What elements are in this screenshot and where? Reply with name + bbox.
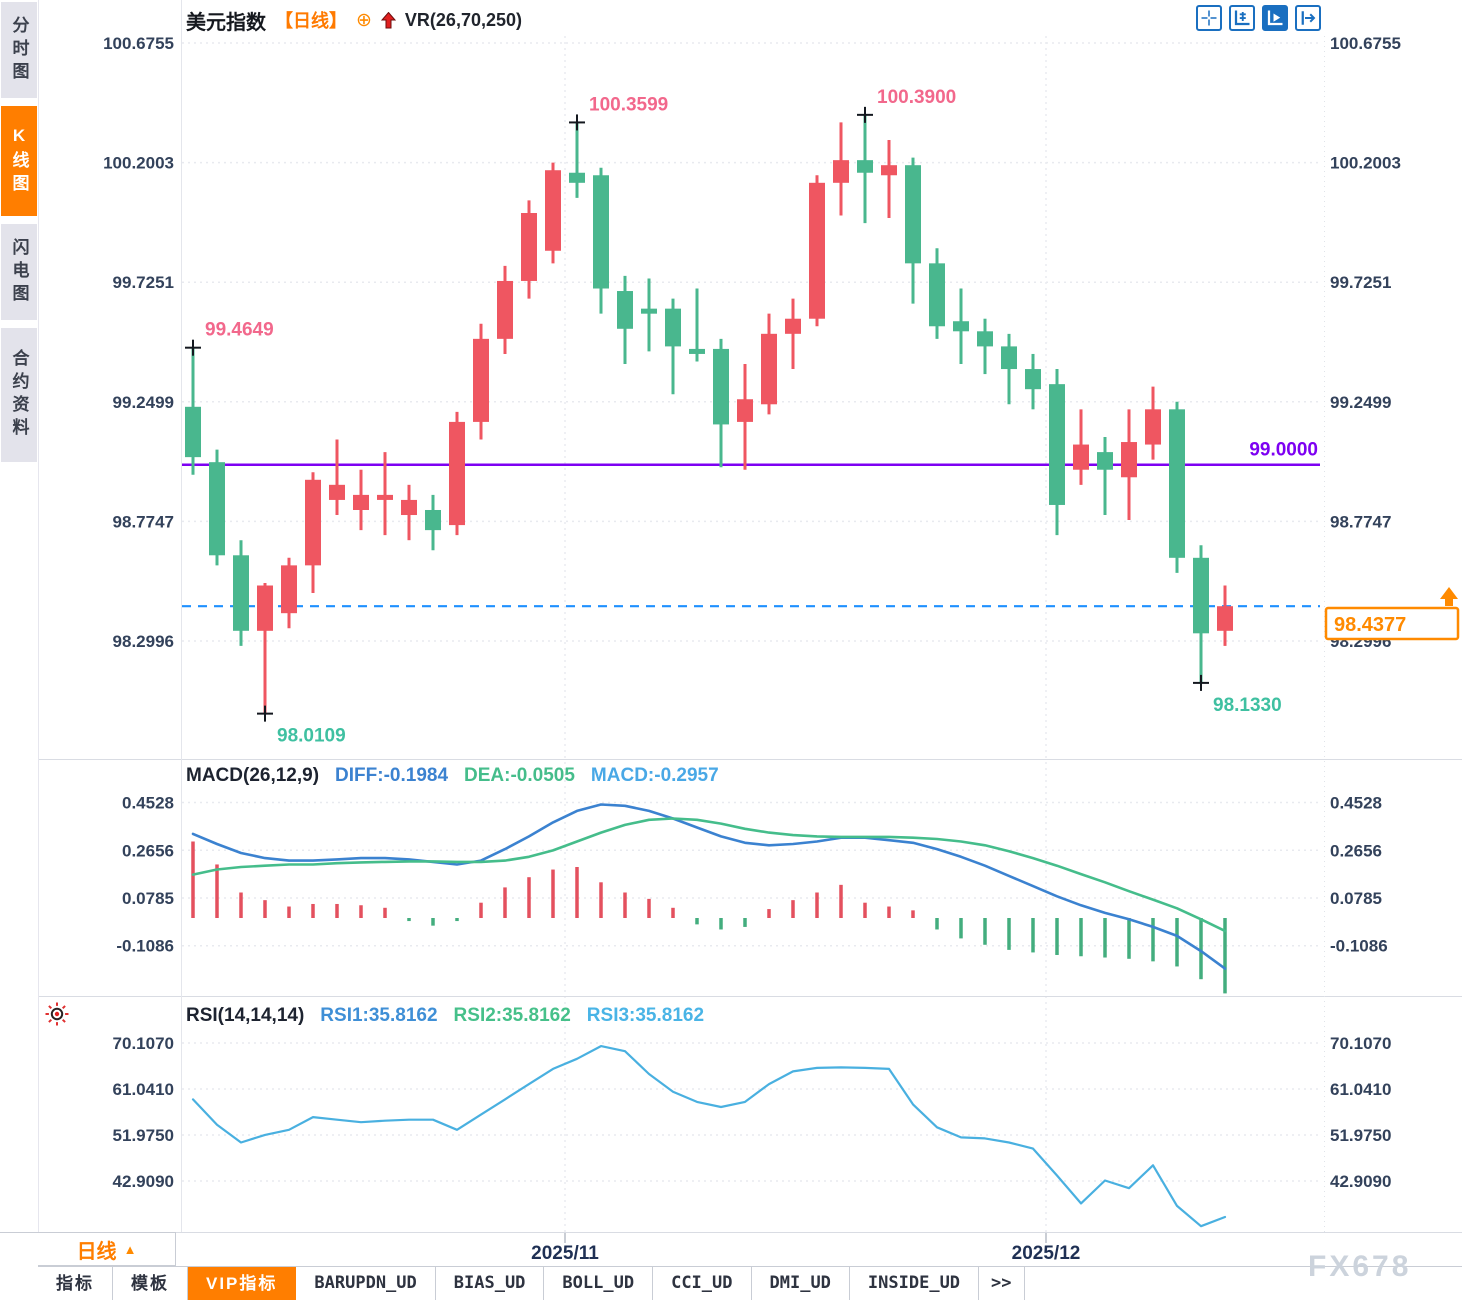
sidebar-item-candle-chart[interactable]: K线图 bbox=[1, 106, 37, 216]
svg-text:0.2656: 0.2656 bbox=[1330, 841, 1382, 860]
rsi-layer bbox=[191, 1044, 1227, 1228]
rsi3-value: RSI3:35.8162 bbox=[586, 1005, 705, 1026]
svg-text:2025/11: 2025/11 bbox=[531, 1243, 599, 1264]
rsi2-value: RSI2:35.8162 bbox=[453, 1005, 571, 1026]
auto-scroll-icon[interactable] bbox=[1262, 5, 1288, 31]
macd-legend: MACD(26,12,9) DIFF:-0.1984 DEA:-0.0505 M… bbox=[186, 765, 719, 787]
svg-text:0.2656: 0.2656 bbox=[122, 841, 174, 860]
rsi-legend: RSI(14,14,14) RSI1:35.8162 RSI2:35.8162 … bbox=[186, 1005, 704, 1027]
chart-type-sidebar: 分时图 K线图 闪电图 合约资料 bbox=[0, 0, 39, 1300]
indicator-tab-bar: 指标 模板 VIP指标 BARUPDN_UD BIAS_UD BOLL_UD C… bbox=[38, 1266, 1462, 1300]
symbol-title: 美元指数 bbox=[186, 11, 266, 34]
svg-text:98.7747: 98.7747 bbox=[113, 512, 174, 531]
svg-text:70.1070: 70.1070 bbox=[113, 1034, 174, 1053]
signal-up-arrow-icon bbox=[380, 11, 396, 28]
x-axis-layer: 2025/11 2025/12 bbox=[531, 1233, 1080, 1264]
reference-line-layer: 99.0000 bbox=[182, 440, 1320, 608]
period-selector-label: 日线 bbox=[76, 1240, 117, 1263]
macd-layer bbox=[191, 803, 1227, 994]
macd-dea-value: DEA:-0.0505 bbox=[464, 765, 575, 786]
tab-dmi-ud[interactable]: DMI_UD bbox=[752, 1267, 850, 1300]
tab-more[interactable]: >> bbox=[979, 1267, 1025, 1300]
svg-text:99.2499: 99.2499 bbox=[1330, 393, 1391, 412]
tab-barupdn-ud[interactable]: BARUPDN_UD bbox=[296, 1267, 436, 1300]
svg-text:99.7251: 99.7251 bbox=[1330, 273, 1391, 292]
svg-text:100.6755: 100.6755 bbox=[103, 34, 174, 53]
svg-text:100.6755: 100.6755 bbox=[1330, 34, 1401, 53]
rsi-params-label: RSI(14,14,14) bbox=[186, 1005, 305, 1026]
svg-text:100.3599: 100.3599 bbox=[589, 94, 668, 115]
rsi1-value: RSI1:35.8162 bbox=[320, 1005, 438, 1026]
svg-text:98.0109: 98.0109 bbox=[277, 726, 346, 747]
chart-title-bar: 美元指数 【日线】 ⊕ VR(26,70,250) bbox=[186, 5, 536, 35]
tab-vip-indicators[interactable]: VIP指标 bbox=[188, 1267, 297, 1300]
sidebar-item-flash-chart[interactable]: 闪电图 bbox=[1, 224, 37, 320]
svg-text:100.3900: 100.3900 bbox=[877, 87, 956, 108]
svg-text:70.1070: 70.1070 bbox=[1330, 1034, 1391, 1053]
macd-macd-value: MACD:-0.2957 bbox=[590, 765, 719, 786]
svg-text:98.7747: 98.7747 bbox=[1330, 512, 1391, 531]
svg-text:0.4528: 0.4528 bbox=[122, 794, 174, 813]
sidebar-item-contract-info[interactable]: 合约资料 bbox=[1, 328, 37, 462]
svg-text:99.2499: 99.2499 bbox=[113, 393, 174, 412]
macd-params-label: MACD(26,12,9) bbox=[186, 765, 320, 786]
shift-right-icon[interactable] bbox=[1295, 5, 1321, 31]
scale-axis-icon[interactable] bbox=[1229, 5, 1255, 31]
chart-toolbar bbox=[1196, 5, 1321, 31]
annotation-layer: 99.4649 98.0109 100.3599 100.3900 98.1330 98.… bbox=[185, 87, 1460, 747]
svg-text:42.9090: 42.9090 bbox=[1330, 1172, 1391, 1191]
tab-bias-ud[interactable]: BIAS_UD bbox=[436, 1267, 545, 1300]
indicator-settings-sun-icon[interactable] bbox=[44, 1001, 70, 1032]
svg-text:98.4377: 98.4377 bbox=[1334, 614, 1406, 636]
svg-text:0.4528: 0.4528 bbox=[1330, 794, 1382, 813]
period-badge: 【日线】 bbox=[275, 11, 347, 31]
svg-text:99.7251: 99.7251 bbox=[113, 273, 174, 292]
svg-text:-0.1086: -0.1086 bbox=[116, 937, 174, 956]
period-selector-arrow-icon: ▲ bbox=[123, 1241, 137, 1257]
svg-text:42.9090: 42.9090 bbox=[113, 1172, 174, 1191]
period-selector[interactable]: 日线 ▲ bbox=[38, 1232, 176, 1266]
svg-text:98.1330: 98.1330 bbox=[1213, 695, 1282, 716]
svg-text:98.2996: 98.2996 bbox=[113, 632, 174, 651]
fx678-watermark: FX678 bbox=[1308, 1250, 1412, 1283]
sidebar-item-time-chart[interactable]: 分时图 bbox=[1, 2, 37, 98]
tab-indicators[interactable]: 指标 bbox=[38, 1267, 113, 1300]
macd-diff-value: DIFF:-0.1984 bbox=[335, 765, 449, 786]
svg-text:0.0785: 0.0785 bbox=[1330, 889, 1382, 908]
svg-text:100.2003: 100.2003 bbox=[103, 154, 174, 173]
candlestick-layer bbox=[185, 114, 1233, 714]
add-indicator-icon[interactable]: ⊕ bbox=[356, 9, 372, 31]
svg-text:100.2003: 100.2003 bbox=[1330, 154, 1401, 173]
svg-text:0.0785: 0.0785 bbox=[122, 889, 174, 908]
svg-text:99.4649: 99.4649 bbox=[205, 320, 274, 341]
tab-boll-ud[interactable]: BOLL_UD bbox=[544, 1267, 654, 1300]
tab-cci-ud[interactable]: CCI_UD bbox=[653, 1267, 752, 1300]
tab-inside-ud[interactable]: INSIDE_UD bbox=[850, 1267, 980, 1300]
svg-text:51.9750: 51.9750 bbox=[1330, 1126, 1391, 1145]
overlay-indicator-label: VR(26,70,250) bbox=[404, 9, 522, 30]
svg-text:-0.1086: -0.1086 bbox=[1330, 937, 1388, 956]
svg-text:2025/12: 2025/12 bbox=[1012, 1243, 1081, 1264]
pan-crosshair-icon[interactable] bbox=[1196, 5, 1222, 31]
svg-text:61.0410: 61.0410 bbox=[1330, 1080, 1391, 1099]
svg-text:99.0000: 99.0000 bbox=[1249, 440, 1318, 461]
svg-text:51.9750: 51.9750 bbox=[113, 1126, 174, 1145]
tab-templates[interactable]: 模板 bbox=[113, 1267, 188, 1300]
svg-text:61.0410: 61.0410 bbox=[113, 1080, 174, 1099]
axis-corner-cell bbox=[0, 1232, 38, 1266]
